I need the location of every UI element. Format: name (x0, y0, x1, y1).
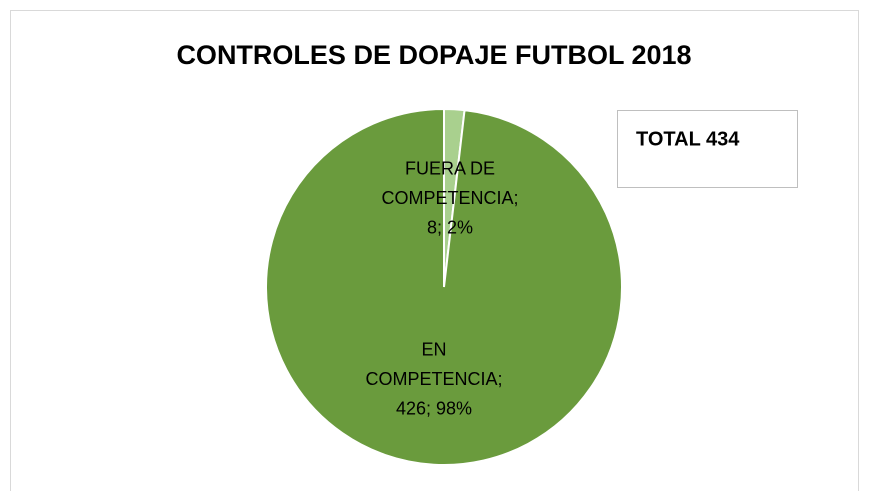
pie-slice (265, 107, 623, 466)
data-label: EN (421, 339, 446, 359)
data-label: 426; 98% (396, 398, 472, 418)
annotation-box (617, 110, 798, 188)
data-label: COMPETENCIA; (381, 188, 518, 208)
data-label: COMPETENCIA; (365, 369, 502, 389)
chart-title: CONTROLES DE DOPAJE FUTBOL 2018 (176, 40, 691, 70)
data-label: FUERA DE (405, 158, 495, 178)
annotation: TOTAL 434 (636, 128, 740, 150)
data-label: 8; 2% (427, 217, 473, 237)
